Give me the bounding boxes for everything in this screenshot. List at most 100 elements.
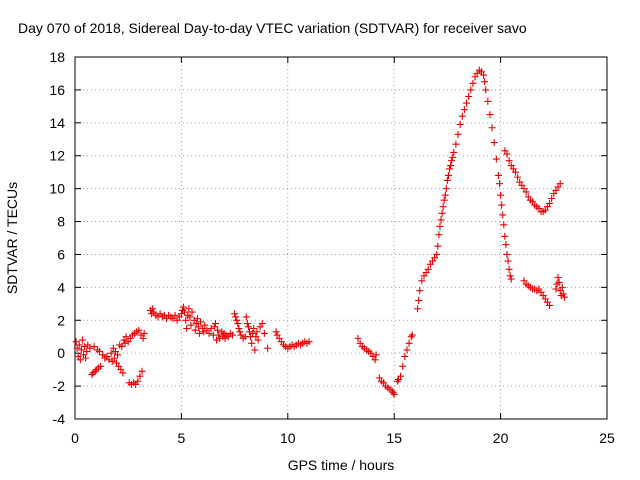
grid: [75, 57, 607, 419]
data-point: [193, 315, 201, 323]
data-point: [76, 356, 84, 364]
data-point: [194, 323, 202, 331]
data-point: [149, 305, 157, 313]
data-point: [450, 148, 458, 156]
data-point: [439, 203, 447, 211]
data-point: [390, 390, 398, 398]
data-point: [442, 185, 450, 193]
plot-frame: [74, 56, 608, 420]
data-point: [389, 389, 397, 397]
data-point: [91, 367, 99, 375]
data-point: [505, 157, 513, 165]
data-point: [440, 196, 448, 204]
data-point: [232, 313, 240, 321]
data-point: [210, 323, 218, 331]
data-point: [305, 338, 313, 346]
data-point: [393, 377, 401, 385]
data-point: [399, 362, 407, 370]
data-point: [245, 328, 253, 336]
x-tick-labels: 0 5 10 15 20 25: [71, 430, 615, 446]
data-point: [407, 333, 415, 341]
data-point: [500, 221, 508, 229]
data-point: [480, 71, 488, 79]
data-point: [188, 308, 196, 316]
data-point: [435, 231, 443, 239]
data-point: [486, 111, 494, 119]
data-point: [559, 290, 567, 298]
data-point: [195, 329, 203, 337]
data-point: [191, 326, 199, 334]
data-point: [88, 371, 96, 379]
data-point: [449, 153, 457, 161]
y-tick-label: 4: [57, 279, 65, 295]
data-point: [201, 321, 209, 329]
data-point: [481, 78, 489, 86]
data-point: [424, 265, 432, 273]
data-point: [214, 326, 222, 334]
data-point: [260, 329, 268, 337]
data-point: [484, 97, 492, 105]
data-point: [434, 242, 442, 250]
y-tick-label: -4: [53, 411, 66, 427]
data-point: [118, 343, 126, 351]
data-point: [436, 222, 444, 230]
data-point: [183, 325, 191, 332]
data-series: [72, 66, 568, 398]
data-point: [447, 162, 455, 170]
data-point: [371, 356, 379, 364]
data-point: [140, 329, 148, 337]
data-point: [502, 241, 510, 249]
data-point: [182, 316, 190, 324]
data-point: [105, 356, 113, 364]
data-point: [558, 283, 566, 291]
data-point: [251, 346, 259, 354]
data-point: [497, 191, 505, 199]
data-point: [438, 209, 446, 217]
data-point: [95, 348, 103, 356]
data-point: [433, 250, 441, 258]
data-point: [554, 273, 562, 281]
data-point: [403, 346, 411, 354]
y-tick-label: 12: [49, 148, 65, 164]
data-point: [408, 331, 416, 339]
x-tick-label: 10: [280, 430, 296, 446]
data-point: [546, 301, 554, 309]
data-point: [443, 176, 451, 184]
data-point: [372, 351, 380, 359]
data-point: [207, 325, 215, 332]
data-point: [467, 86, 475, 94]
x-axis-label: GPS time / hours: [288, 457, 395, 473]
data-point: [138, 367, 146, 375]
data-point: [233, 316, 241, 324]
data-point: [556, 180, 564, 188]
data-point: [110, 354, 118, 362]
data-point: [448, 157, 456, 165]
data-point: [503, 250, 511, 258]
x-tick-label: 25: [599, 430, 615, 446]
data-point: [272, 328, 280, 336]
data-point: [511, 168, 519, 176]
data-point: [552, 285, 560, 293]
data-point: [414, 305, 422, 313]
data-point: [119, 369, 127, 377]
data-point: [185, 305, 193, 313]
data-point: [505, 265, 513, 273]
data-point: [504, 257, 512, 265]
data-point: [503, 150, 511, 158]
data-point: [465, 92, 473, 100]
data-point: [186, 313, 194, 321]
y-axis-label: SDTVAR / TECUs: [4, 182, 20, 294]
data-point: [488, 124, 496, 132]
data-point: [72, 338, 80, 346]
data-point: [235, 325, 243, 332]
data-point: [254, 336, 262, 344]
data-point: [211, 320, 219, 328]
data-point: [107, 349, 115, 357]
data-point: [136, 372, 144, 380]
data-point: [555, 278, 563, 286]
y-tick-label: 6: [57, 246, 65, 262]
y-tick-label: 18: [49, 49, 65, 65]
data-point: [121, 339, 129, 347]
data-point: [253, 328, 261, 336]
